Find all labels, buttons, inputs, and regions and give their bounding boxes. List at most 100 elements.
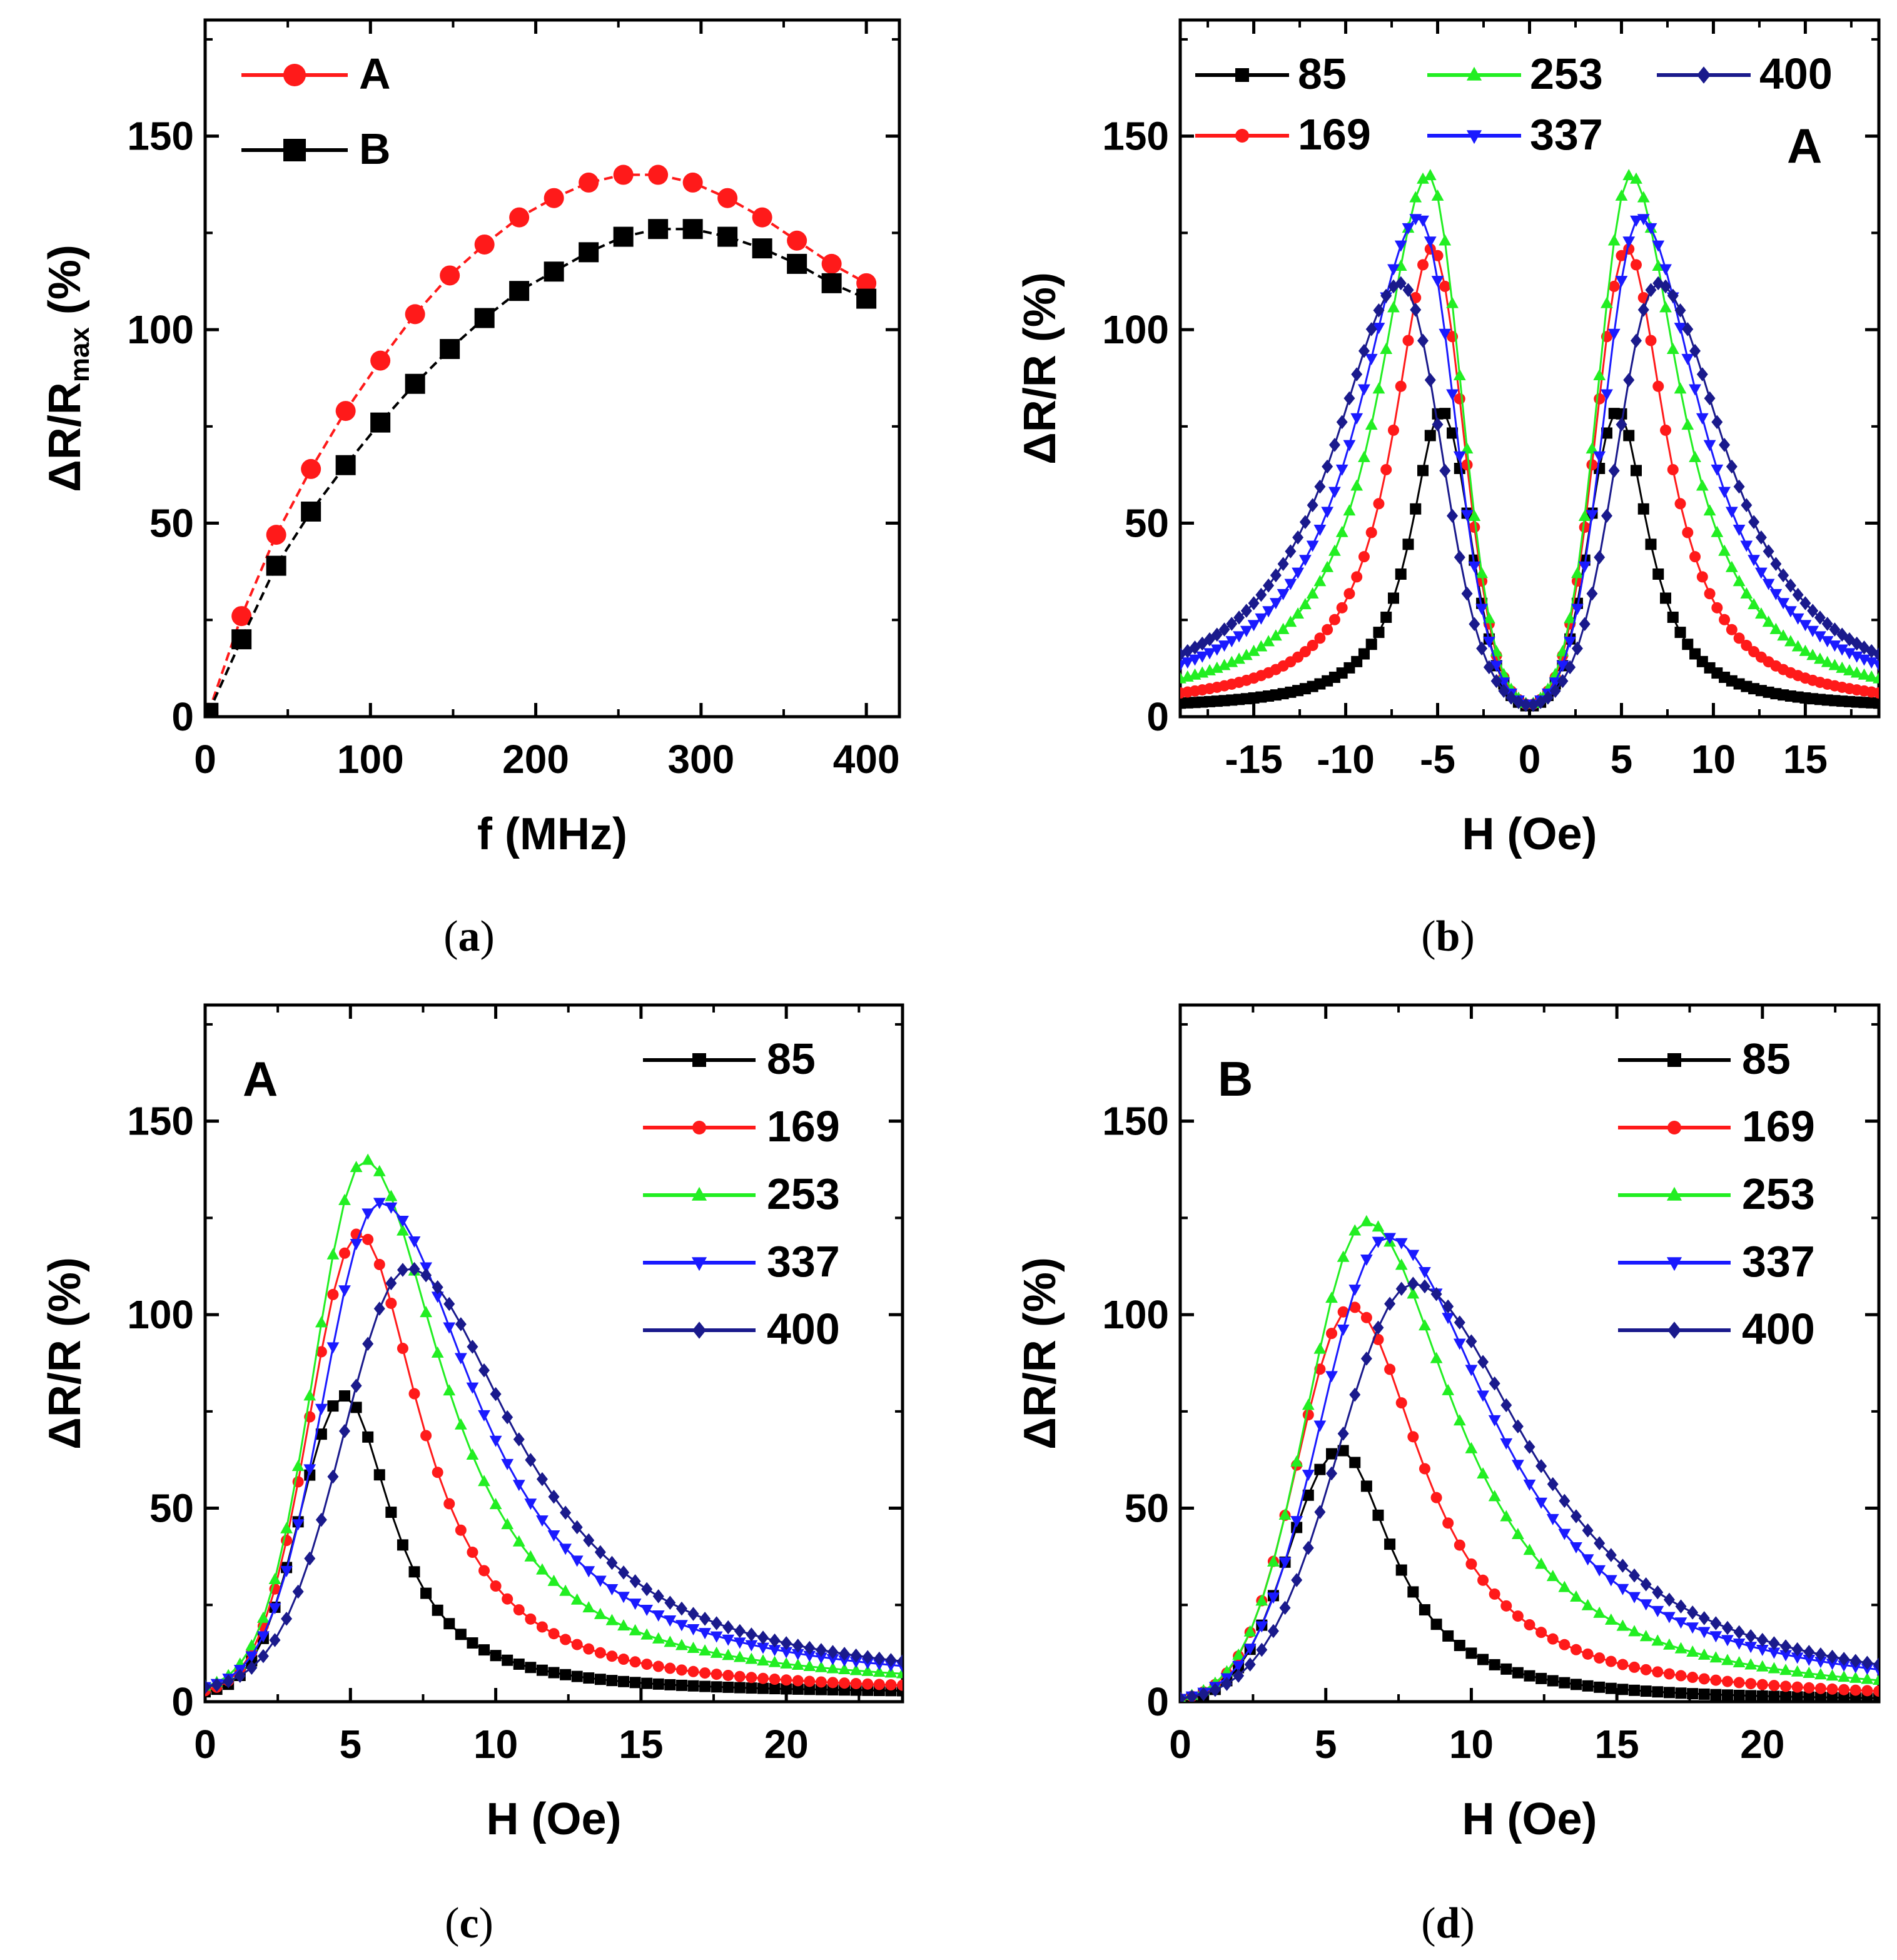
data-point-253 <box>524 1550 537 1562</box>
data-point-337 <box>1306 540 1319 552</box>
data-point-400 <box>815 1643 827 1657</box>
data-point-253 <box>1838 1670 1851 1682</box>
data-point-169 <box>502 1593 513 1605</box>
data-point-85 <box>1756 1690 1768 1702</box>
data-point-253 <box>768 1655 781 1667</box>
data-point-85 <box>525 1662 537 1674</box>
data-point-337 <box>1674 1617 1687 1629</box>
legend-label: 85 <box>767 1034 816 1083</box>
x-tick-label: 5 <box>1315 1722 1337 1767</box>
data-point-400 <box>397 1263 408 1277</box>
data-point-337 <box>582 1566 595 1578</box>
data-point-169 <box>618 1654 629 1665</box>
data-point-85 <box>1454 1640 1465 1652</box>
x-tick-label: 0 <box>194 1722 216 1767</box>
data-point-253 <box>362 1153 375 1165</box>
data-point-85 <box>1358 648 1370 660</box>
data-point-169 <box>1682 527 1694 538</box>
data-point-B <box>405 373 425 394</box>
data-point-169 <box>1407 1431 1419 1443</box>
data-point-253 <box>710 1646 723 1658</box>
data-point-337 <box>1556 660 1569 672</box>
data-point-169 <box>1733 1677 1745 1689</box>
data-point-253 <box>268 1573 281 1585</box>
data-point-253 <box>1360 1215 1373 1226</box>
data-point-253 <box>1593 1606 1606 1618</box>
data-point-253 <box>594 1607 607 1619</box>
data-point-169 <box>583 1643 595 1655</box>
x-tick-label: -15 <box>1225 737 1283 782</box>
data-point-400 <box>850 1648 862 1663</box>
data-point-253 <box>1686 1645 1699 1657</box>
data-point-169 <box>560 1634 572 1645</box>
data-point-A <box>370 350 391 371</box>
data-point-85 <box>1652 568 1664 580</box>
data-point-85 <box>408 1566 420 1578</box>
data-point-400 <box>687 1607 699 1621</box>
data-point-85 <box>1630 465 1642 477</box>
data-point-169 <box>1535 1627 1547 1639</box>
data-point-253 <box>1637 191 1650 203</box>
series-337 <box>205 1198 903 1694</box>
data-point-400 <box>1407 1276 1419 1291</box>
data-point-169 <box>1417 259 1429 271</box>
data-point-253 <box>1247 644 1260 656</box>
data-point-253 <box>1570 1590 1582 1602</box>
legend-item-169: 169 <box>643 1102 840 1151</box>
data-point-253 <box>1593 368 1606 380</box>
data-point-337 <box>1703 440 1716 452</box>
data-point-253 <box>1267 1555 1280 1567</box>
data-point-85 <box>1535 1672 1547 1684</box>
data-point-400 <box>1248 596 1260 610</box>
data-point-A <box>405 304 425 325</box>
data-point-85 <box>675 1679 687 1691</box>
data-point-337 <box>1850 651 1863 663</box>
data-point-85 <box>1349 1457 1361 1468</box>
data-point-85 <box>1674 627 1686 639</box>
data-point-A <box>509 207 530 228</box>
data-point-169 <box>1873 1685 1879 1697</box>
data-point-85 <box>467 1637 478 1649</box>
data-point-400 <box>1689 343 1701 358</box>
data-point-337 <box>1210 644 1223 656</box>
data-point-400 <box>1196 636 1208 651</box>
data-point-169 <box>1652 1666 1664 1678</box>
data-point-85 <box>1465 1647 1477 1659</box>
data-point-337 <box>1278 1557 1292 1569</box>
data-point-169 <box>1373 498 1385 510</box>
data-point-253 <box>1697 1648 1711 1660</box>
data-point-400 <box>1256 1642 1268 1657</box>
data-point-400 <box>1542 690 1554 705</box>
data-point-337 <box>1615 276 1628 288</box>
x-tick-label: 300 <box>667 737 734 782</box>
data-point-400 <box>1829 622 1841 637</box>
data-point-169 <box>687 1665 699 1677</box>
data-point-B <box>613 226 634 247</box>
data-point-B <box>440 339 460 360</box>
data-point-253 <box>1321 560 1334 572</box>
data-point-337 <box>1779 1650 1792 1662</box>
data-point-337 <box>1255 613 1268 625</box>
data-point-337 <box>1321 507 1334 518</box>
data-point-400 <box>1799 596 1811 610</box>
data-point-337 <box>803 1650 816 1662</box>
y-axis-title: ΔR/R (%) <box>1015 272 1065 465</box>
data-point-A <box>231 606 252 627</box>
data-point-85 <box>1547 1675 1559 1687</box>
legend-item-169: 169 <box>1195 110 1371 159</box>
data-point-400 <box>1483 660 1495 675</box>
data-point-253 <box>373 1164 386 1176</box>
data-point-400 <box>385 1276 397 1291</box>
data-point-85 <box>1424 430 1436 442</box>
data-point-253 <box>570 1593 584 1605</box>
data-point-169 <box>1395 380 1407 392</box>
data-point-400 <box>1255 587 1267 602</box>
data-point-169 <box>1454 393 1465 405</box>
data-point-253 <box>1558 1580 1571 1592</box>
data-point-253 <box>1380 342 1393 354</box>
data-point-169 <box>1674 498 1686 510</box>
plot-area <box>205 1153 903 1698</box>
data-point-253 <box>1768 1662 1781 1674</box>
data-point-400 <box>420 1268 432 1283</box>
data-point-337 <box>1593 451 1606 463</box>
